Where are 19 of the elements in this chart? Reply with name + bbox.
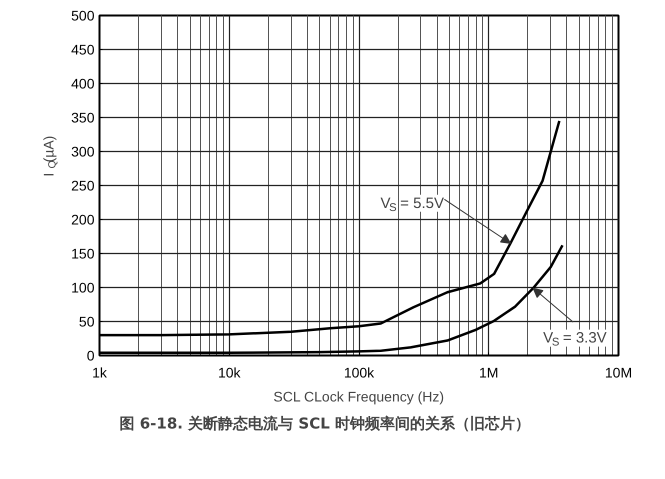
y-axis-title: IQ(µA) [40,136,59,177]
x-axis-title: SCL CLock Frequency (Hz) [273,388,444,404]
y-tick-label: 350 [71,110,95,126]
x-tick-label: 1M [479,364,498,380]
x-tick-label: 10M [604,364,632,380]
y-tick-label: 450 [71,42,95,58]
text: 图 6-18. 关断静态电流与 SCL 时钟频率间的关系（旧芯片） [120,414,530,432]
y-tick-label: 400 [71,76,95,92]
y-tick-label: 200 [71,212,95,228]
y-tick-label: 150 [71,246,95,262]
x-tick-label: 1k [92,364,108,380]
y-tick-label: 50 [78,314,95,330]
y-tick-label: 250 [71,178,95,194]
y-tick-label: 0 [86,348,95,364]
x-tick-label: 100k [344,364,376,380]
y-tick-label: 100 [71,280,95,296]
y-tick-label: 300 [71,144,95,160]
x-tick-label: 10k [218,364,242,380]
y-tick-label: 500 [71,8,95,24]
